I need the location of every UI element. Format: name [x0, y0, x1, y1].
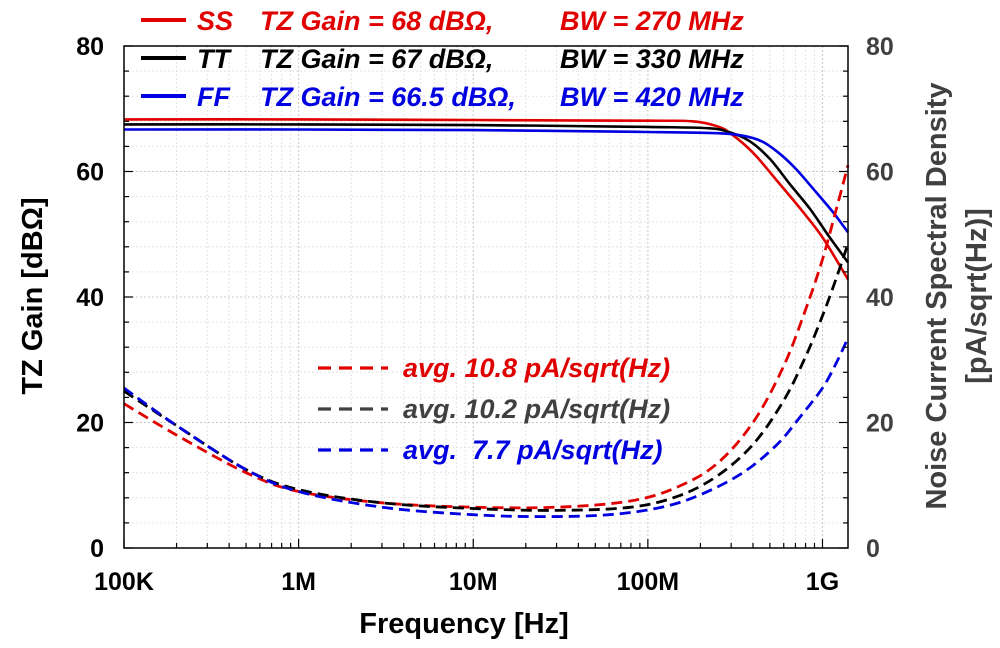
x-tick-label: 100K — [94, 568, 154, 596]
series-gain-tt — [123, 123, 850, 264]
y-right-tick-label: 80 — [866, 33, 894, 61]
legend-gain-bw: BW = 270 MHz — [560, 6, 744, 36]
legend-gain-corner: SS — [197, 6, 233, 36]
series-noise-ff — [123, 337, 850, 519]
legend-noise: avg. 10.8 pA/sqrt(Hz) avg. 10.2 pA/sqrt(H… — [318, 353, 670, 465]
legend-gain-corner: TT — [197, 44, 232, 74]
legend-gain-text: TZ Gain = 67 dBΩ, — [260, 44, 493, 74]
y-tick-label: 60 — [76, 159, 104, 187]
x-tick-label: 1G — [806, 568, 839, 596]
legend-gain-bw: BW = 330 MHz — [560, 44, 744, 74]
legend-noise-text: avg. 10.2 pA/sqrt(Hz) — [403, 394, 670, 424]
x-tick-label: 1M — [281, 568, 316, 596]
y-right-tick-label: 0 — [866, 535, 880, 563]
tick-labels: 100K 1M 10M 100M 1G 0 20 40 60 80 0 20 40 60 80 — [76, 33, 894, 596]
series-gain-ss — [123, 118, 850, 281]
tick-marks — [123, 45, 848, 549]
legend-gain-text: TZ Gain = 66.5 dBΩ, — [260, 82, 516, 112]
y-tick-label: 20 — [76, 410, 104, 438]
legend-noise-text: avg. 10.8 pA/sqrt(Hz) — [403, 353, 670, 383]
x-tick-label: 10M — [449, 568, 498, 596]
series-gain-ff — [123, 128, 850, 234]
y-tick-label: 0 — [90, 535, 104, 563]
x-axis-title: Frequency [Hz] — [359, 608, 568, 640]
legend-noise-text: avg. 7.7 pA/sqrt(Hz) — [403, 435, 663, 465]
y-tick-label: 80 — [76, 33, 104, 61]
y-right-tick-label: 20 — [866, 410, 894, 438]
legend-gain-bw: BW = 420 MHz — [560, 82, 744, 112]
y-axis-right-title-line2: [pA/sqrt(Hz)] — [961, 208, 993, 384]
y-right-tick-label: 60 — [866, 159, 894, 187]
legend-gain-text: TZ Gain = 68 dBΩ, — [260, 6, 493, 36]
y-axis-title: TZ Gain [dBΩ] — [17, 197, 49, 394]
y-tick-label: 40 — [76, 284, 104, 312]
y-axis-right-title-line1: Noise Current Spectral Density — [921, 82, 953, 509]
series-lines — [123, 118, 850, 519]
x-tick-label: 100M — [617, 568, 680, 596]
legend-gain-corner: FF — [197, 82, 231, 112]
y-right-tick-label: 40 — [866, 284, 894, 312]
legend-gain: SS TZ Gain = 68 dBΩ, BW = 270 MHz TT TZ Gain… — [141, 6, 744, 112]
